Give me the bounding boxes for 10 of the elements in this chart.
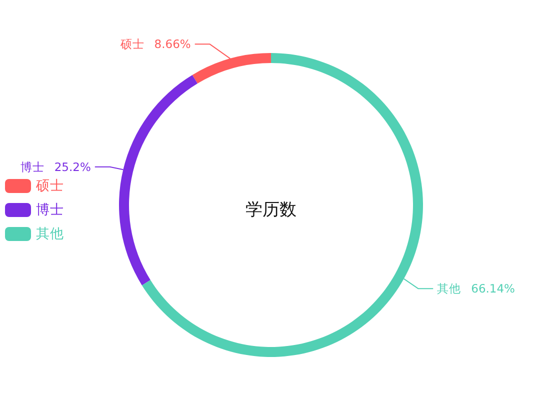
data-label: 8.66% (154, 37, 191, 52)
text: 学历数 (246, 200, 296, 220)
slice-label: 硕士 (120, 37, 144, 52)
slice-label: 其他 (437, 282, 462, 296)
legend-label: 博士 (36, 202, 64, 218)
legend-label: 其他 (36, 226, 64, 242)
slice-label: 博士 (20, 160, 44, 174)
data-label: 66.14% (471, 282, 516, 296)
legend-label: 硕士 (36, 178, 64, 194)
data-label: 25.2% (54, 160, 91, 174)
